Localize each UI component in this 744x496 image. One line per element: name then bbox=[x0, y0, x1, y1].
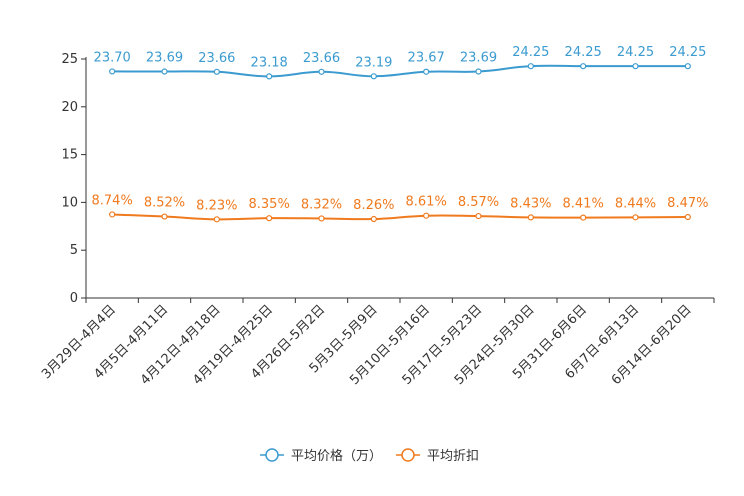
data-label: 8.23% bbox=[196, 198, 237, 213]
y-tick-label: 0 bbox=[70, 291, 78, 306]
data-label: 24.25 bbox=[565, 45, 602, 60]
data-label: 23.18 bbox=[251, 55, 288, 70]
x-axis: 3月29日-4月4日4月5日-4月11日4月12日-4月18日4月19日-4月2… bbox=[39, 297, 715, 388]
data-point bbox=[632, 63, 639, 70]
data-point bbox=[684, 63, 691, 70]
data-point bbox=[370, 215, 377, 223]
y-tick-label: 10 bbox=[61, 195, 78, 210]
y-tick-label: 15 bbox=[61, 148, 78, 163]
data-point bbox=[527, 63, 534, 70]
data-point bbox=[580, 214, 587, 221]
data-point bbox=[632, 214, 639, 221]
series-line bbox=[112, 64, 688, 78]
data-label: 23.66 bbox=[303, 51, 340, 66]
data-label: 24.25 bbox=[617, 45, 654, 60]
data-point bbox=[423, 212, 430, 219]
data-point bbox=[527, 214, 534, 221]
data-label: 23.69 bbox=[460, 51, 497, 66]
data-point bbox=[475, 68, 482, 75]
data-label: 8.44% bbox=[615, 196, 656, 211]
data-label: 8.43% bbox=[510, 196, 551, 211]
series-layer: 23.70 23.69 23.66 23.18 23.66 23.19 23.67 23.69… bbox=[92, 45, 708, 223]
data-label: 23.70 bbox=[94, 50, 131, 65]
legend-label: 平均价格（万） bbox=[291, 448, 382, 464]
series-1: 8.74% 8.52% 8.23% 8.35% 8.32% 8.26% 8.61% 8.57%… bbox=[92, 193, 708, 223]
data-label: 8.35% bbox=[249, 197, 290, 212]
data-point bbox=[370, 73, 377, 80]
data-point bbox=[318, 215, 325, 222]
data-label: 23.66 bbox=[198, 51, 235, 66]
data-label: 8.61% bbox=[406, 195, 447, 210]
data-point bbox=[684, 213, 691, 221]
data-label: 24.25 bbox=[512, 45, 549, 60]
data-label: 8.26% bbox=[353, 198, 394, 213]
legend-marker-icon bbox=[401, 448, 415, 462]
data-point bbox=[318, 68, 325, 75]
data-point bbox=[109, 211, 116, 218]
y-tick-label: 5 bbox=[70, 243, 78, 258]
data-point bbox=[161, 68, 168, 75]
data-label: 8.47% bbox=[667, 196, 708, 211]
data-point bbox=[109, 68, 116, 75]
data-label: 23.19 bbox=[355, 55, 392, 70]
data-point bbox=[475, 212, 482, 220]
legend-label: 平均折扣 bbox=[427, 449, 479, 464]
data-point bbox=[580, 63, 587, 70]
data-label: 24.25 bbox=[669, 45, 706, 60]
data-label: 23.67 bbox=[408, 51, 445, 66]
y-tick-label: 20 bbox=[61, 100, 78, 115]
series-line bbox=[112, 213, 688, 221]
data-point bbox=[213, 68, 220, 75]
data-label: 8.57% bbox=[458, 195, 499, 210]
series-0: 23.70 23.69 23.66 23.18 23.66 23.19 23.67 23.69… bbox=[94, 45, 706, 80]
data-point bbox=[266, 215, 273, 222]
data-label: 23.69 bbox=[146, 51, 183, 66]
data-point bbox=[266, 73, 273, 80]
data-point bbox=[423, 68, 430, 75]
legend: 平均价格（万） 平均折扣 bbox=[260, 448, 479, 464]
legend-marker-icon bbox=[265, 448, 279, 462]
data-label: 8.32% bbox=[301, 197, 342, 212]
y-tick-label: 25 bbox=[61, 52, 78, 67]
y-axis: 0 5 10 15 20 25 bbox=[61, 52, 87, 306]
data-label: 8.74% bbox=[92, 193, 133, 208]
data-label: 8.52% bbox=[144, 196, 185, 211]
data-label: 8.41% bbox=[563, 197, 604, 212]
data-point bbox=[161, 213, 168, 220]
data-point bbox=[213, 216, 220, 223]
